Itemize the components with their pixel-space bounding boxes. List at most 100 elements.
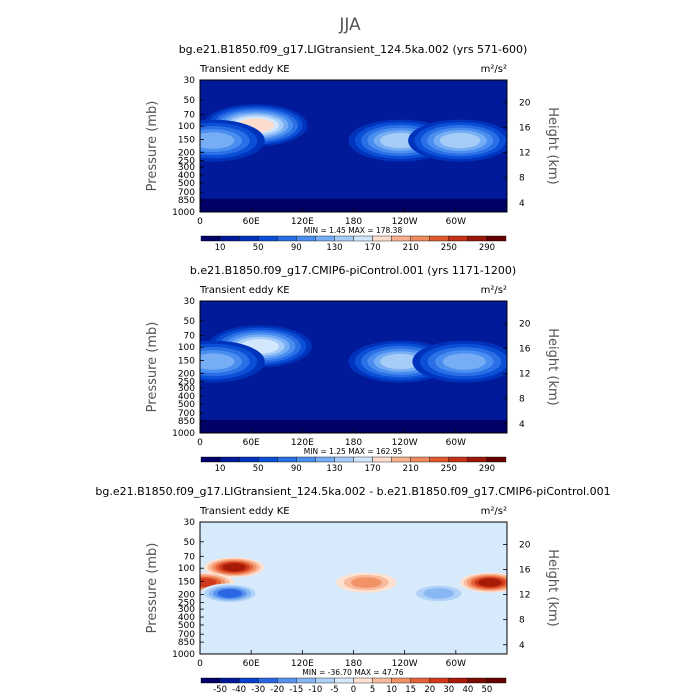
colorbar-swatch [296,677,316,684]
y-right-tick-label: 12 [519,370,530,380]
colorbar-swatch [486,235,507,242]
y-tick-label: 250 [178,378,195,388]
colorbar: -50 -40 -30 -20 -15 -10 -5 0 5 10 15 20 30 40 50 [200,677,507,695]
colorbar-label: 210 [403,243,419,253]
panel-title: bg.e21.B1850.f09_g17.LIGtransient_124.5k… [95,485,610,498]
y-tick-label: 250 [178,599,195,609]
y-right-axis-title: Height (km) [545,107,560,184]
colorbar-swatch [429,235,450,242]
y-right-tick-label: 16 [519,345,531,355]
x-tick-label: 120E [291,438,314,448]
contour-level [200,353,235,370]
colorbar-swatch [315,677,335,684]
x-tick-label: 120E [291,217,314,227]
colorbar-swatch [238,235,259,242]
contour-level [478,578,502,587]
y-right-tick-label: 4 [519,420,525,430]
y-right-tick-label: 8 [519,616,525,626]
colorbar-label: 90 [291,243,302,253]
y-tick-label: 100 [178,122,195,132]
colorbar-label: -50 [213,685,227,695]
y-tick-label: 1000 [172,208,195,218]
y-right-tick-label: 20 [519,98,531,108]
y-tick-label: 1000 [172,650,195,660]
colorbar-swatch [257,456,278,463]
y-tick-label: 30 [184,518,196,528]
y-right-tick-label: 8 [519,395,525,405]
contour-level [442,353,486,370]
y-right-axis-title: Height (km) [545,328,560,405]
x-tick-label: 60W [446,659,466,669]
y-tick-label: 300 [178,384,195,394]
y-tick-label: 250 [178,157,195,167]
colorbar-label: 90 [291,464,302,474]
y-tick-label: 200 [178,591,195,601]
y-tick-label: 150 [178,356,195,366]
x-tick-label: 120W [392,438,418,448]
colorbar-swatch [296,235,316,242]
colorbar-label: 30 [443,685,454,695]
y-tick-label: 70 [184,331,196,341]
colorbar-label: 250 [441,464,457,474]
y-axis-title: Pressure (mb) [145,101,160,192]
y-tick-label: 700 [178,409,195,419]
contour-level [380,353,421,370]
colorbar-swatch [219,456,240,463]
variable-label: Transient eddy KE [199,64,290,75]
y-tick-label: 200 [178,149,195,159]
colorbar-swatch [277,456,297,463]
x-tick-label: 180 [345,659,362,669]
y-tick-label: 200 [178,370,195,380]
y-tick-label: 150 [178,577,195,587]
colorbar-swatch [486,677,507,684]
colorbar-swatch [200,677,221,684]
colorbar-swatch [410,235,430,242]
colorbar-swatch [448,456,469,463]
colorbar-label: -10 [308,685,322,695]
panel-1: bg.e21.B1850.f09_g17.LIGtransient_124.5k… [145,43,560,253]
colorbar-label: 0 [351,685,356,695]
contour-level [200,132,235,149]
units-label: m²/s² [481,506,507,517]
x-tick-label: 180 [345,217,362,227]
min-max-stats: MIN = 1.25 MAX = 162.95 [304,447,403,456]
colorbar-swatch [238,677,259,684]
colorbar-label: -20 [270,685,284,695]
contour-level [222,563,246,572]
panel-3: bg.e21.B1850.f09_g17.LIGtransient_124.5k… [95,485,610,695]
surface-band [200,198,507,212]
colorbar-label: 130 [326,243,342,253]
contour-level [350,577,382,588]
y-right-tick-label: 8 [519,174,525,184]
colorbar-swatch [429,677,450,684]
colorbar-label: -30 [251,685,265,695]
colorbar-swatch [467,456,488,463]
colorbar-swatch [448,235,469,242]
panel-title: bg.e21.B1850.f09_g17.LIGtransient_124.5k… [179,43,528,56]
surface-band [200,419,507,433]
page-title: JJA [338,15,361,35]
colorbar-label: 290 [479,464,495,474]
colorbar-swatch [486,456,507,463]
colorbar-swatch [277,677,297,684]
y-right-tick-label: 16 [519,566,531,576]
x-tick-label: 60E [243,659,260,669]
colorbar-label: 170 [364,464,380,474]
y-right-tick-label: 4 [519,199,525,209]
contour-field [200,80,507,212]
x-tick-label: 60W [446,217,466,227]
colorbar-label: 20 [424,685,435,695]
colorbar-label: 10 [386,685,397,695]
y-right-tick-label: 4 [519,641,525,651]
colorbar-label: -40 [232,685,246,695]
y-tick-label: 70 [184,552,196,562]
colorbar-swatch [315,235,335,242]
colorbar-label: 50 [253,464,264,474]
panel-2: b.e21.B1850.f09_g17.CMIP6-piControl.001 … [145,264,560,474]
colorbar-label: 15 [405,685,416,695]
colorbar-swatch [391,235,411,242]
y-axis-title: Pressure (mb) [145,322,160,413]
colorbar-swatch [334,235,354,242]
y-tick-label: 150 [178,135,195,145]
